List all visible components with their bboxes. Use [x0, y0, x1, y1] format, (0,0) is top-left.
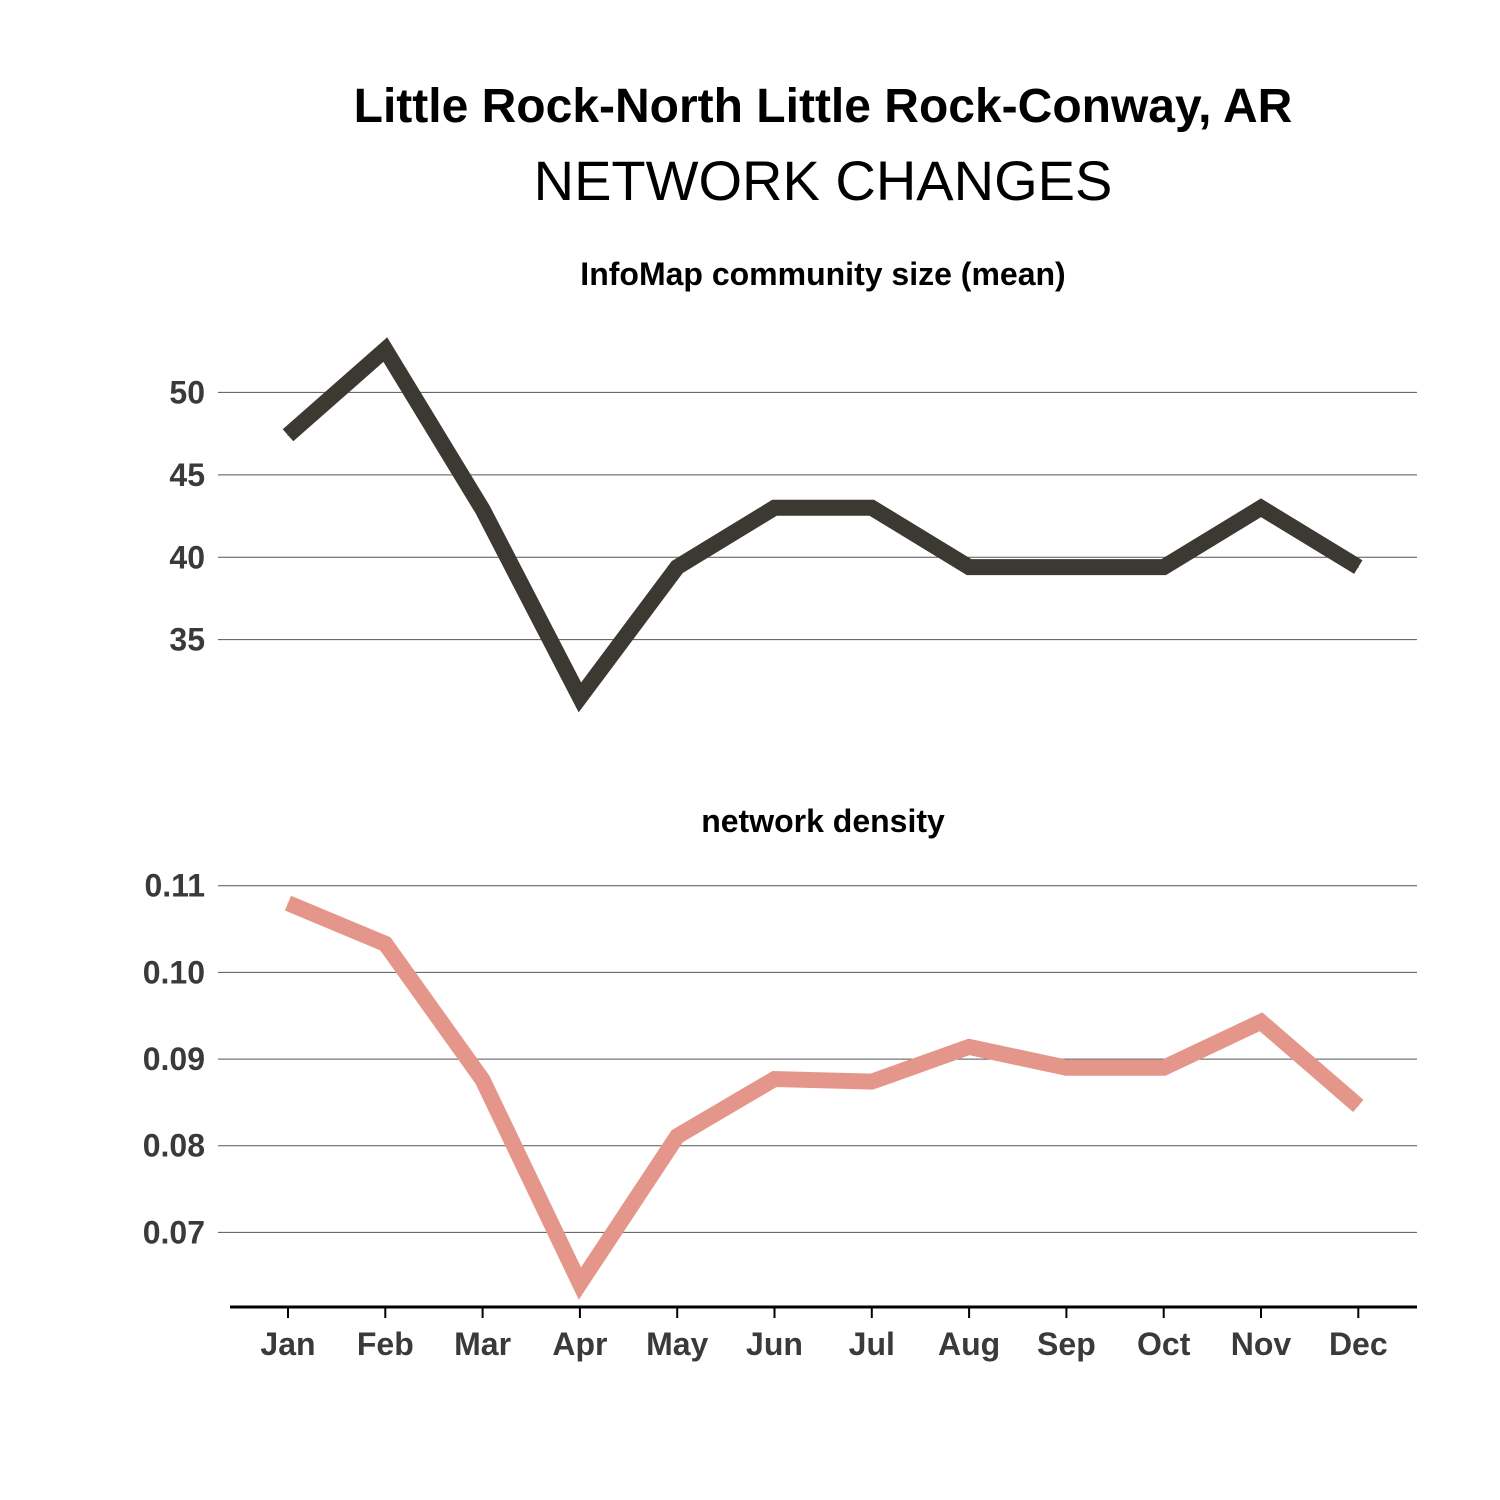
- network-density-data-point: [482, 1079, 484, 1081]
- network-density-data-point: [1260, 1021, 1262, 1023]
- community-size-data-point: [579, 696, 581, 698]
- community-size-data-point: [1065, 566, 1067, 568]
- community-size-y-tick-label: 35: [169, 622, 205, 658]
- x-tick-label-apr: Apr: [552, 1326, 607, 1362]
- x-tick-label-aug: Aug: [938, 1326, 1000, 1362]
- network-density-data-point: [579, 1283, 581, 1285]
- network-density-y-tick-label: 0.10: [143, 954, 205, 990]
- network-density-data-point: [774, 1078, 775, 1080]
- community-size-y-tick-label: 45: [169, 457, 205, 493]
- x-tick-label-may: May: [646, 1326, 708, 1362]
- community-size-y-tick-label: 50: [169, 374, 205, 410]
- community-size-data-point: [287, 434, 289, 436]
- network-density-data-point: [968, 1046, 970, 1048]
- x-tick-label-jan: Jan: [260, 1326, 315, 1362]
- community-size-data-point: [1357, 566, 1359, 568]
- x-tick-label-oct: Oct: [1137, 1326, 1191, 1362]
- x-tick-label-dec: Dec: [1329, 1326, 1388, 1362]
- x-tick-label-mar: Mar: [454, 1326, 511, 1362]
- network-density-data-point: [871, 1081, 873, 1083]
- network-density-y-tick-label: 0.09: [143, 1041, 205, 1077]
- x-tick-label-sep: Sep: [1037, 1326, 1096, 1362]
- community-size-data-point: [1260, 507, 1262, 509]
- x-tick-label-feb: Feb: [357, 1326, 414, 1362]
- network-density-series-line: [284, 895, 1364, 1300]
- network-density-panel-title: network density: [701, 803, 945, 839]
- community-size-data-point: [968, 566, 970, 568]
- network-density-data-point: [1163, 1067, 1165, 1069]
- network-density-y-tick-label: 0.07: [143, 1214, 205, 1250]
- community-size-data-point: [774, 507, 775, 509]
- x-tick-label-jul: Jul: [849, 1326, 895, 1362]
- chart-title: Little Rock-North Little Rock-Conway, AR: [354, 80, 1293, 133]
- x-tick-label-nov: Nov: [1231, 1326, 1292, 1362]
- network-density-data-point: [287, 902, 289, 904]
- community-size-data-point: [871, 507, 873, 509]
- x-tick-label-jun: Jun: [746, 1326, 803, 1362]
- community-size-y-tick-label: 40: [169, 539, 205, 575]
- network-density-data-point: [676, 1135, 678, 1137]
- network-density-data-point: [384, 943, 386, 945]
- network-density-y-tick-label: 0.11: [144, 868, 205, 904]
- community-size-series-line: [282, 337, 1363, 713]
- community-size-panel: InfoMap community size (mean) 35 40 45 50: [169, 256, 1417, 713]
- community-size-panel-title: InfoMap community size (mean): [580, 256, 1065, 292]
- network-density-data-point: [1357, 1105, 1359, 1107]
- chart-subtitle: NETWORK CHANGES: [534, 149, 1113, 212]
- community-size-data-point: [676, 566, 678, 568]
- community-size-data-point: [482, 508, 484, 510]
- network-density-data-point: [1065, 1067, 1067, 1069]
- community-size-data-point: [1163, 566, 1165, 568]
- network-density-panel: network density 0.07 0.08 0.09 0.10 0.11: [143, 803, 1417, 1300]
- community-size-data-point: [384, 349, 386, 351]
- network-density-y-tick-label: 0.08: [143, 1128, 205, 1164]
- x-axis: Jan Feb Mar Apr May Jun Jul Aug Sep Oct Nov Dec: [230, 1305, 1417, 1362]
